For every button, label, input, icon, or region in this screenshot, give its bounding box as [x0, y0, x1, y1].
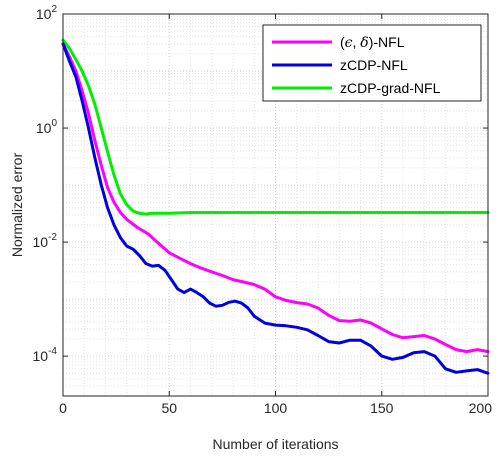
y-axis-label: Normalized error [9, 153, 25, 258]
x-tick-label: 50 [161, 400, 177, 416]
legend-label-zcdp-grad-nfl: zCDP-grad-NFL [340, 80, 441, 96]
x-tick-label: 100 [264, 400, 288, 416]
legend: (ϵ, δ)-NFL zCDP-NFL zCDP-grad-NFL [262, 24, 482, 102]
x-tick-label: 0 [59, 400, 67, 416]
x-tick-label: 200 [469, 400, 493, 416]
series-line-eps-delta-nfl [61, 42, 490, 354]
y-tick-label: 10-4 [33, 346, 58, 364]
series-layer [61, 38, 490, 375]
y-tick-label: 102 [36, 4, 58, 22]
legend-label-eps-delta-nfl: (ϵ, δ)-NFL [340, 34, 405, 51]
ticks: 0 50 100 150 200 102 100 10-2 10-4 [33, 4, 493, 416]
x-tick-label: 150 [370, 400, 394, 416]
series-line-zcdp-grad-nfl [61, 38, 490, 216]
y-tick-label: 100 [36, 118, 58, 136]
y-tick-label: 10-2 [33, 232, 58, 250]
series-line-zcdp-nfl [61, 42, 490, 375]
legend-label-zcdp-nfl: zCDP-NFL [340, 57, 408, 73]
x-axis-label: Number of iterations [212, 436, 338, 452]
